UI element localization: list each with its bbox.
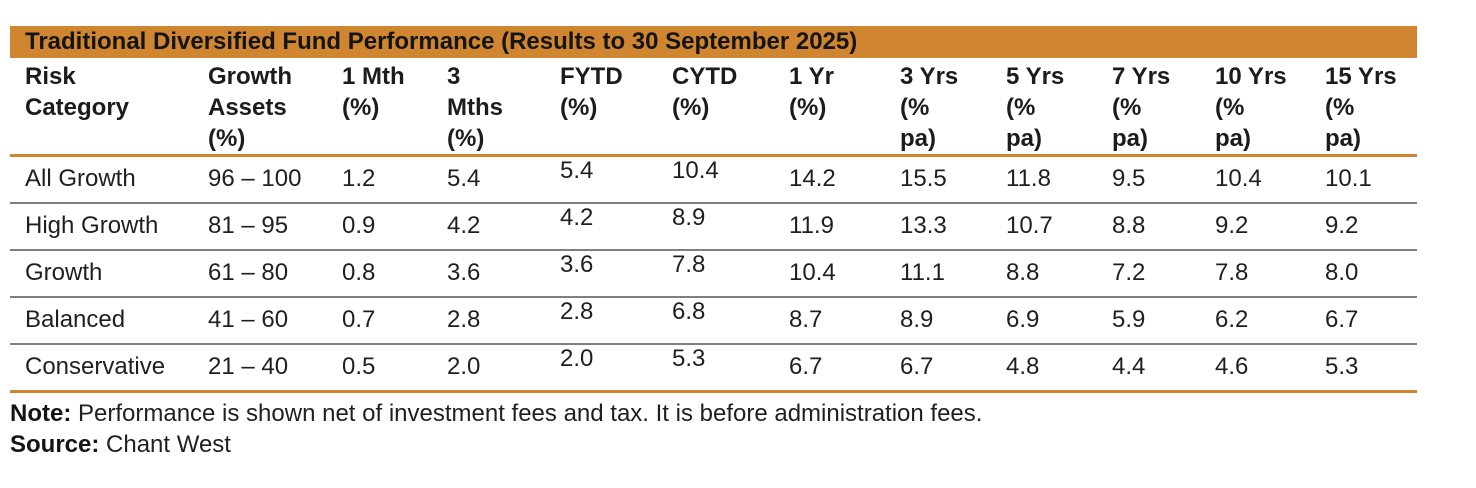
table-cell: 10.4: [789, 259, 836, 286]
table-cell: 8.9: [900, 306, 934, 333]
table-cell: 4.6: [1215, 353, 1249, 380]
column-header-3-yrs: 3 Yrs (% pa): [900, 63, 959, 152]
table-header-row: Risk Category Growth Assets (%) 1 Mth (%…: [10, 58, 1417, 157]
column-header-growth-assets: Growth Assets (%): [208, 63, 292, 152]
source-line: Source: Chant West: [10, 429, 982, 460]
table-cell: 6.9: [1006, 306, 1040, 333]
column-header-7-yrs: 7 Yrs (% pa): [1112, 63, 1171, 152]
row-label: Conservative: [25, 353, 166, 380]
table-cell: 10.7: [1006, 212, 1053, 239]
table-cell: 6.7: [900, 353, 934, 380]
table-cell: 5.4: [447, 165, 481, 192]
table-cell: 7.2: [1112, 259, 1146, 286]
table-cell: 5.9: [1112, 306, 1146, 333]
table-footnotes: Note: Performance is shown net of invest…: [10, 398, 982, 460]
table-cell: 41 – 60: [208, 306, 289, 333]
table-cell: 2.0: [447, 353, 481, 380]
table-row-all-growth: All Growth 96 – 100 1.2 5.4 5.4 10.4 14.…: [10, 157, 1417, 204]
table-cell: 0.8: [342, 259, 376, 286]
table-cell: 4.4: [1112, 353, 1146, 380]
table-cell: 0.5: [342, 353, 376, 380]
table-row-conservative: Conservative 21 – 40 0.5 2.0 2.0 5.3 6.7…: [10, 345, 1417, 393]
table-cell: 8.7: [789, 306, 823, 333]
table-cell: 9.2: [1325, 212, 1359, 239]
row-label: All Growth: [25, 165, 136, 192]
table-cell: 2.8: [560, 298, 594, 325]
table-cell: 6.8: [672, 298, 706, 325]
table-cell: 9.2: [1215, 212, 1249, 239]
table-cell: 96 – 100: [208, 165, 302, 192]
column-header-1-mth: 1 Mth (%): [342, 63, 405, 121]
table-cell: 6.7: [789, 353, 823, 380]
table-cell: 6.7: [1325, 306, 1359, 333]
source-label: Source:: [10, 431, 100, 458]
table-cell: 11.1: [900, 259, 945, 286]
note-line: Note: Performance is shown net of invest…: [10, 398, 982, 429]
row-label: Balanced: [25, 306, 126, 333]
table-cell: 15.5: [900, 165, 947, 192]
table-cell: 5.3: [1325, 353, 1359, 380]
table-cell: 4.2: [560, 204, 594, 231]
table-cell: 7.8: [672, 251, 706, 278]
note-text: Performance is shown net of investment f…: [71, 400, 983, 427]
table-cell: 3.6: [447, 259, 481, 286]
table-cell: 13.3: [900, 212, 947, 239]
table-cell: 7.8: [1215, 259, 1249, 286]
table-cell: 4.2: [447, 212, 481, 239]
table-row-balanced: Balanced 41 – 60 0.7 2.8 2.8 6.8 8.7 8.9…: [10, 298, 1417, 345]
table-cell: 2.8: [447, 306, 481, 333]
table-row-growth: Growth 61 – 80 0.8 3.6 3.6 7.8 10.4 11.1…: [10, 251, 1417, 298]
column-header-risk-category: Risk Category: [25, 63, 130, 121]
row-label: Growth: [25, 259, 103, 286]
table-cell: 8.0: [1325, 259, 1359, 286]
source-text: Chant West: [99, 431, 231, 458]
table-cell: 10.4: [1215, 165, 1262, 192]
table-cell: 10.1: [1325, 165, 1372, 192]
row-label: High Growth: [25, 212, 159, 239]
table-cell: 6.2: [1215, 306, 1249, 333]
column-header-fytd: FYTD (%): [560, 63, 623, 121]
column-header-cytd: CYTD (%): [672, 63, 738, 121]
table-cell: 5.4: [560, 157, 594, 184]
column-header-3-mths: 3 Mths (%): [447, 63, 503, 152]
table-cell: 1.2: [342, 165, 376, 192]
table-cell: 9.5: [1112, 165, 1146, 192]
table-cell: 8.8: [1006, 259, 1040, 286]
table-cell: 3.6: [560, 251, 594, 278]
performance-table: Traditional Diversified Fund Performance…: [10, 26, 1417, 393]
table-cell: 4.8: [1006, 353, 1040, 380]
table-cell: 0.9: [342, 212, 376, 239]
table-cell: 11.8: [1006, 165, 1051, 192]
table-cell: 8.9: [672, 204, 706, 231]
table-cell: 61 – 80: [208, 259, 289, 286]
table-cell: 21 – 40: [208, 353, 289, 380]
table-row-high-growth: High Growth 81 – 95 0.9 4.2 4.2 8.9 11.9…: [10, 204, 1417, 251]
column-header-1-yr: 1 Yr (%): [789, 63, 834, 121]
table-title-bar: Traditional Diversified Fund Performance…: [10, 26, 1417, 58]
note-label: Note:: [10, 400, 72, 427]
table-cell: 5.3: [672, 345, 706, 372]
column-header-5-yrs: 5 Yrs (% pa): [1006, 63, 1065, 152]
column-header-10-yrs: 10 Yrs (% pa): [1215, 63, 1287, 152]
table-cell: 8.8: [1112, 212, 1146, 239]
column-header-15-yrs: 15 Yrs (% pa): [1325, 63, 1397, 152]
table-cell: 0.7: [342, 306, 376, 333]
table-cell: 14.2: [789, 165, 836, 192]
table-cell: 11.9: [789, 212, 834, 239]
table-cell: 81 – 95: [208, 212, 289, 239]
table-cell: 10.4: [672, 157, 719, 184]
table-cell: 2.0: [560, 345, 594, 372]
